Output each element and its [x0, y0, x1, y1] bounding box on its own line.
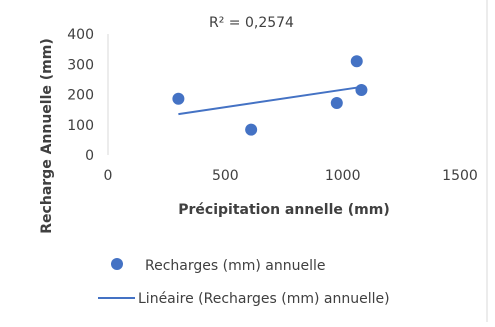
- y-tick-label: 100: [67, 118, 94, 134]
- legend-marker-icon: [111, 258, 123, 270]
- x-tick-label: 1000: [325, 168, 361, 184]
- x-axis-title: Précipitation annelle (mm): [178, 202, 389, 218]
- y-tick-label: 200: [67, 88, 94, 104]
- legend-series-label: Recharges (mm) annuelle: [145, 258, 325, 274]
- data-point: [350, 55, 363, 68]
- data-point: [245, 123, 258, 136]
- r-squared-annotation: R² = 0,2574: [209, 15, 294, 31]
- legend: Recharges (mm) annuelle Linéaire (Rechar…: [98, 258, 390, 307]
- x-tick-labels: 0 500 1000 1500: [104, 168, 478, 184]
- x-tick-label: 1500: [442, 168, 478, 184]
- x-tick-label: 500: [212, 168, 239, 184]
- y-tick-label: 0: [85, 148, 94, 164]
- y-tick-label: 400: [67, 27, 94, 43]
- data-points: [172, 55, 368, 136]
- x-tick-label: 0: [104, 168, 113, 184]
- data-point: [172, 92, 185, 105]
- y-axis-title: Recharge Annuelle (mm): [39, 38, 55, 233]
- data-point: [355, 83, 368, 96]
- y-tick-label: 300: [67, 57, 94, 73]
- trendline-layer: [178, 85, 362, 116]
- linear-trendline: [178, 85, 362, 116]
- y-tick-labels: 0 100 200 300 400: [67, 27, 94, 164]
- legend-trendline-label: Linéaire (Recharges (mm) annuelle): [138, 291, 390, 307]
- data-point: [330, 96, 343, 109]
